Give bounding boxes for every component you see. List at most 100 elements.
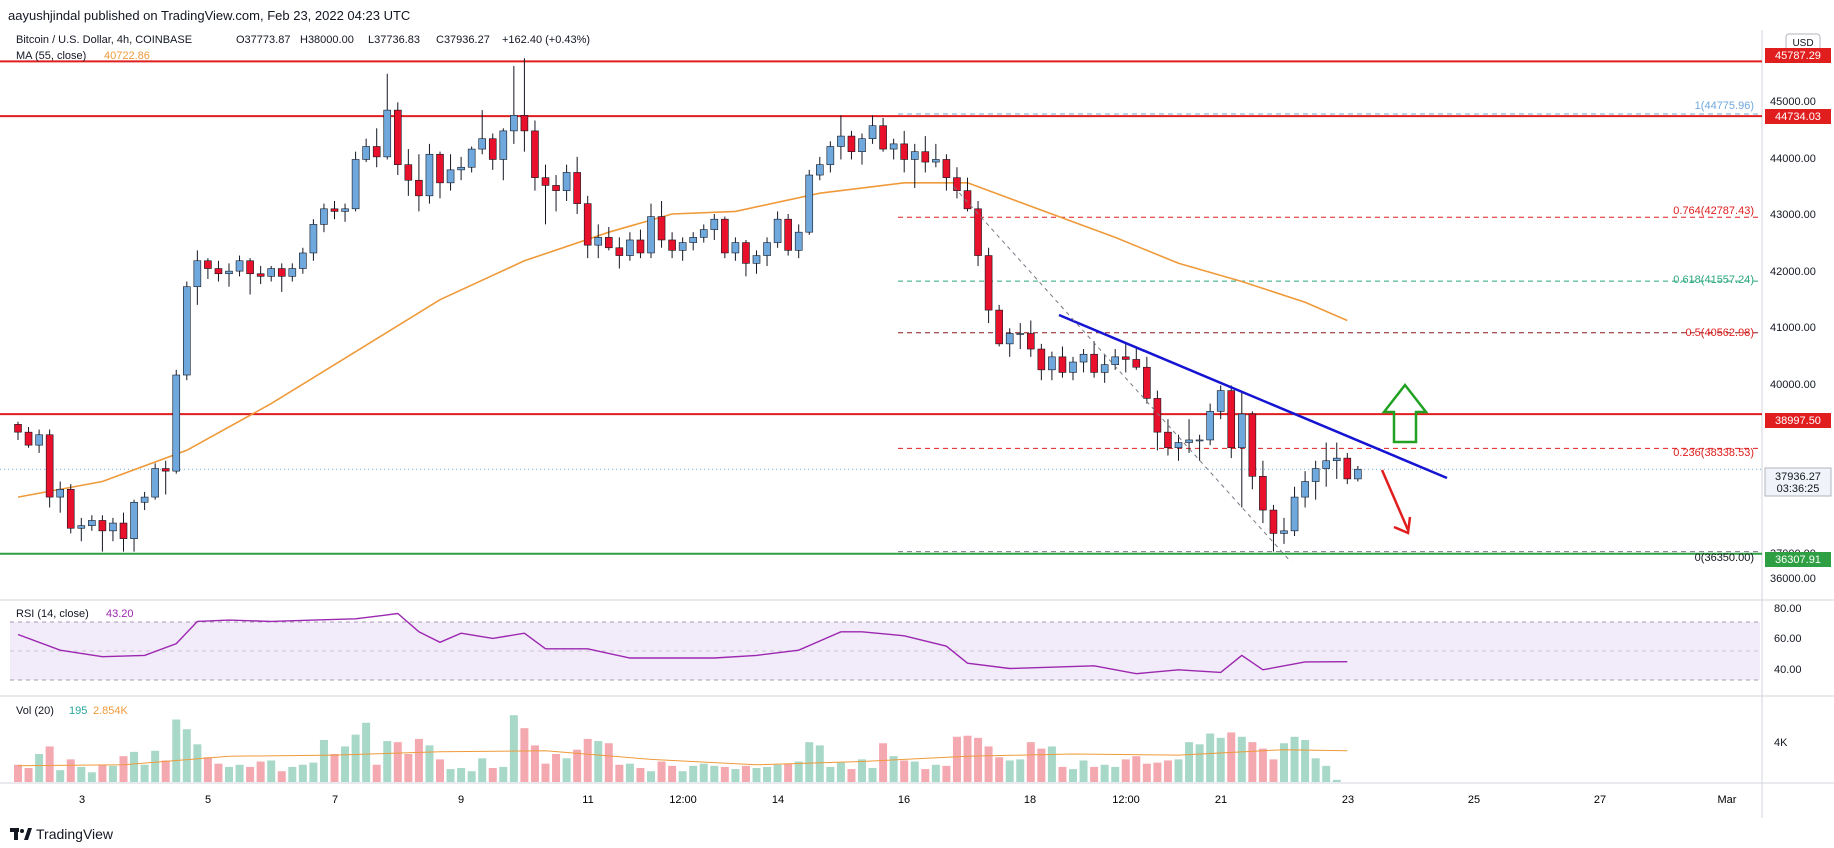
candle-up [225, 270, 233, 275]
rsi-line [17, 612, 1348, 675]
candle-up [1111, 356, 1119, 365]
candle-up [35, 434, 43, 446]
candle-down [552, 185, 560, 191]
candle-down [1153, 398, 1162, 433]
volume-bar-up [478, 758, 487, 782]
candle-up [288, 268, 297, 277]
time-tick: 12:00 [1112, 794, 1140, 806]
candle-down [214, 268, 223, 275]
volume-label: Vol (20) [16, 705, 54, 717]
resistance-badge-2 [1765, 109, 1831, 124]
fib-label-0618: 0.618(41557.24) [1673, 274, 1754, 286]
candlesticks [14, 58, 1362, 552]
volume-bar-up [130, 751, 139, 782]
time-axis[interactable]: 3 5 7 9 11 12:00 14 16 18 12:00 21 23 25… [79, 794, 1737, 806]
price-tick: 36000.00 [1770, 573, 1816, 585]
volume-bar-up [731, 769, 740, 782]
candle-up [140, 496, 149, 503]
candle-up [1185, 439, 1193, 443]
candle-up [826, 146, 835, 165]
volume-bar-up [1005, 760, 1014, 782]
volume-bar-up [1185, 742, 1194, 782]
tradingview-logo[interactable]: TradingView [10, 826, 113, 842]
volume-bar-down [1227, 732, 1236, 782]
candle-up [425, 153, 434, 197]
volume-bar-down [98, 764, 107, 782]
candle-up [151, 468, 159, 498]
candle-up [457, 166, 465, 171]
candle-down [1259, 476, 1267, 511]
volume-bar-down [1153, 762, 1162, 782]
volume-bar-up [678, 771, 687, 782]
candle-down [1121, 356, 1130, 360]
volume-bar-down [784, 763, 793, 782]
candle-up [805, 174, 814, 233]
volume-bar-up [910, 761, 919, 782]
candle-down [900, 143, 909, 160]
time-tick: Mar [1718, 794, 1737, 806]
legend-open: O37773.87 [236, 34, 290, 46]
price-tick: 44000.00 [1770, 153, 1816, 165]
candle-up [267, 268, 276, 277]
candle-up [794, 231, 803, 251]
volume-bar-up [425, 745, 434, 782]
chart-area[interactable]: Bitcoin / U.S. Dollar, 4h, COINBASE O377… [0, 30, 1834, 818]
volume-bar-up [1047, 746, 1056, 782]
tradingview-brand: TradingView [36, 826, 114, 842]
candle-up [109, 522, 117, 532]
footer: TradingView [0, 818, 1834, 848]
candle-up [1354, 468, 1362, 480]
volume-bar-down [604, 743, 613, 782]
volume-bar-up [1322, 765, 1331, 782]
volume-bar-down [24, 768, 33, 782]
volume-bar-up [56, 770, 65, 782]
candle-up [1100, 364, 1109, 373]
volume-bar-up [699, 763, 708, 782]
candle-up [351, 159, 360, 210]
candle-up [478, 138, 487, 150]
volume-bar-down [161, 760, 170, 782]
candle-up [1174, 442, 1183, 449]
volume-bar-down [657, 761, 666, 782]
time-tick: 3 [79, 794, 85, 806]
volume-bar-up [172, 719, 181, 782]
candle-up [341, 208, 349, 212]
legend-low: L37736.83 [368, 34, 420, 46]
volume-bar-up [689, 765, 698, 782]
volume-bar-up [1195, 744, 1204, 782]
support-badge [1765, 552, 1831, 567]
volume-bar-up [625, 763, 634, 782]
volume-bar-up [35, 754, 44, 782]
candle-down [246, 260, 254, 275]
candle-down [921, 151, 930, 163]
volume-bar-down [573, 749, 582, 782]
fib-label-0: 0(36350.00) [1695, 552, 1754, 564]
candle-up [910, 151, 919, 160]
candle-down [66, 488, 75, 529]
candle-down [330, 208, 339, 212]
volume-bar-down [520, 728, 529, 782]
candle-up [858, 138, 866, 152]
volume-bar-down [1058, 766, 1067, 782]
volume-bar-down [741, 765, 750, 782]
volume-bar-down [1163, 760, 1172, 782]
candle-down [436, 153, 444, 184]
candle-down [953, 177, 961, 191]
volume-bar-down [1121, 759, 1130, 782]
volume-bar-up [288, 766, 297, 782]
candle-up [88, 520, 96, 526]
volume-bar-down [963, 735, 972, 782]
volume-bar-up [1280, 743, 1288, 782]
time-tick: 12:00 [669, 794, 697, 806]
volume-bar-up [773, 764, 782, 782]
candle-down [1269, 509, 1278, 534]
volume-bar-up [805, 742, 814, 782]
candle-up [1206, 411, 1214, 441]
volume-bar-down [203, 757, 212, 782]
candle-up [678, 242, 687, 251]
candle-down [1132, 359, 1141, 368]
red-down-arrow-head [1393, 516, 1412, 535]
candle-up [1322, 460, 1330, 469]
time-tick: 11 [582, 794, 593, 806]
candle-up [193, 260, 202, 288]
